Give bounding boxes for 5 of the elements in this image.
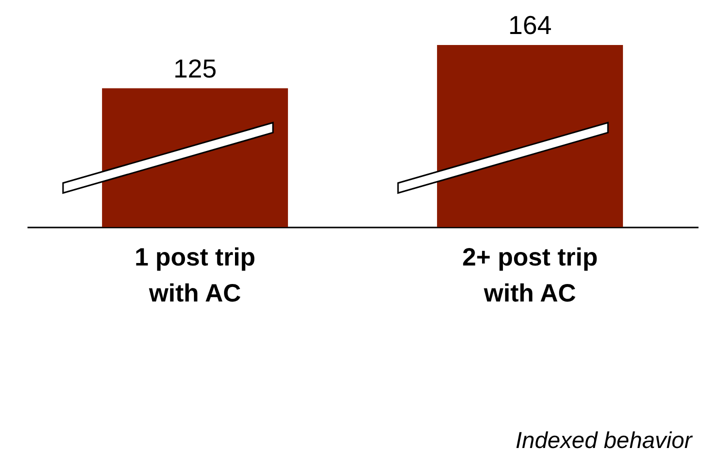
data-label: 125 — [173, 53, 217, 84]
data-label: 164 — [508, 10, 552, 40]
x-tick-label: 2+ post trip with AC — [462, 244, 598, 308]
x-tick-label: 1 post trip with AC — [134, 244, 256, 308]
text: Indexed behavior — [516, 427, 692, 454]
